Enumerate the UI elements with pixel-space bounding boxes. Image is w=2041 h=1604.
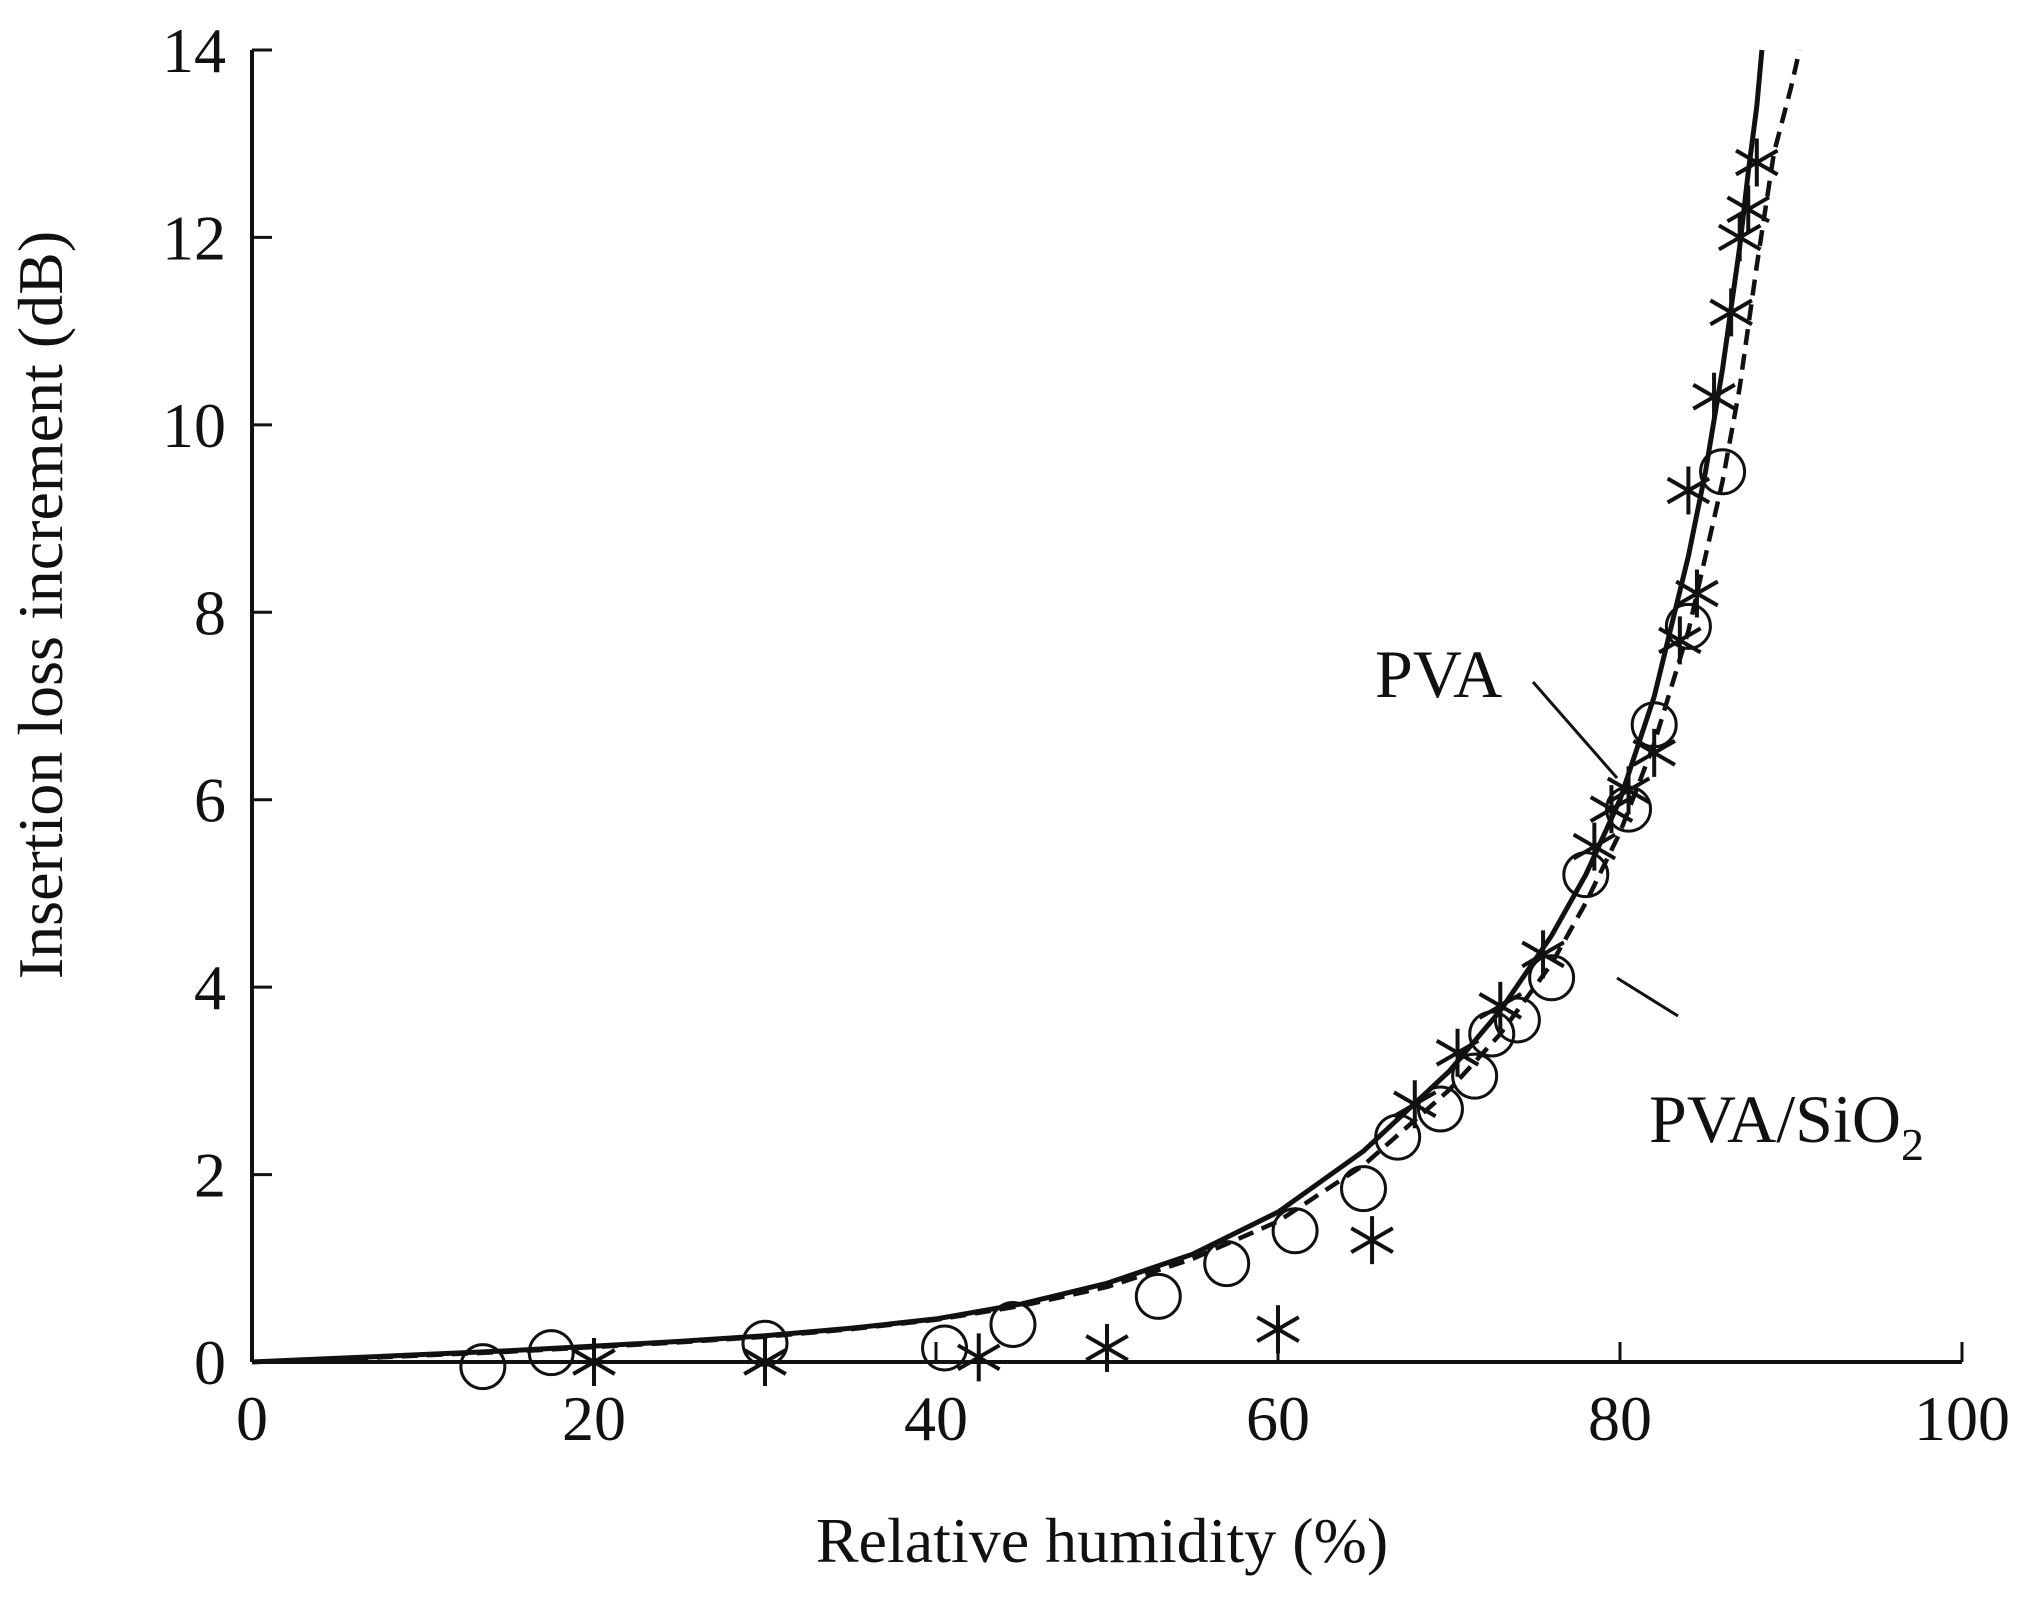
data-point-pva-sio2 [1416,1085,1464,1133]
series-line-pva-fit [251,49,1765,1365]
asterisk-stroke [1632,739,1676,767]
data-point-pva [1726,185,1771,234]
asterisk-stroke [1717,223,1762,252]
asterisk-stroke [1521,940,1565,969]
x-tick-label: 20 [562,1383,626,1454]
asterisk-stroke [1692,383,1736,411]
asterisk-stroke [1726,195,1771,224]
data-point-pva [1632,728,1676,777]
data-markers [459,138,1779,1391]
annotation-pva-sio2-subscript: 2 [1901,1119,1924,1170]
series-line-pva-sio2-fit [251,49,1802,1365]
data-point-pva [743,1338,787,1386]
y-tick-label: 14 [162,15,226,86]
asterisk-stroke [1393,1090,1437,1119]
data-point-pva [1085,1323,1129,1372]
data-point-pva-sio2 [1528,954,1576,1002]
data-point-pva-sio2 [741,1319,789,1367]
y-tick-label: 8 [194,577,226,648]
asterisk-stroke [1589,795,1634,823]
data-point-pva [1256,1305,1300,1354]
y-tick-label: 12 [162,202,226,273]
data-point-pva-sio2 [921,1324,969,1372]
annotation-pva-sio2-label: PVA/SiO2 [1649,1081,1924,1170]
data-point-pva [1350,1216,1394,1265]
data-point-pva-sio2 [459,1343,507,1391]
asterisk-stroke [956,1343,1001,1372]
data-point-pva-sio2 [1699,448,1747,496]
x-tick-label: 100 [1914,1383,2010,1454]
asterisk-stroke [1709,298,1753,327]
data-point-pva-sio2 [1203,1240,1251,1288]
data-point-pva-sio2 [989,1301,1037,1349]
data-point-pva-sio2 [1451,1052,1499,1100]
data-point-pva [1735,138,1779,187]
x-tick-label: 60 [1246,1383,1310,1454]
annotation-pva-sio2: PVA/SiO2 [1616,976,1924,1170]
data-point-pva [1692,372,1736,421]
data-point-pva-sio2 [1562,851,1610,899]
data-point-pva-sio2 [1134,1272,1182,1320]
data-point-pva [1606,766,1651,815]
data-point-pva [1435,1028,1480,1077]
y-tick-label: 0 [194,1327,226,1398]
asterisk-stroke [1735,148,1779,177]
y-tick-label: 10 [162,390,226,461]
x-tick-label: 80 [1588,1383,1652,1454]
tick-marks [252,48,1964,1362]
asterisk-stroke [1658,626,1702,655]
data-point-pva-sio2 [1493,996,1541,1044]
x-axis-title: Relative humidity (%) [816,1505,1388,1576]
data-point-pva-sio2 [1664,602,1712,650]
annotation-pva: PVA [1375,636,1619,779]
data-point-pva [1717,213,1762,262]
annotation-pva-leader [1531,681,1619,779]
data-point-pva-sio2 [1374,1113,1422,1161]
axes [250,50,1962,1364]
asterisk-stroke [1256,1315,1300,1343]
data-point-pva [1393,1080,1437,1129]
asterisk-stroke [1085,1334,1129,1362]
asterisk-stroke [1675,579,1719,608]
data-point-pva [1709,288,1753,337]
x-tick-label: 40 [904,1383,968,1454]
asterisk-stroke [572,1348,616,1376]
asterisk-stroke [743,1348,787,1376]
data-point-pva-sio2 [1468,1010,1516,1058]
data-point-pva [1675,569,1719,618]
data-point-pva-sio2 [1605,785,1653,833]
y-tick-label: 6 [194,765,226,836]
data-point-pva-sio2 [1630,701,1678,749]
asterisk-stroke [1350,1226,1394,1254]
data-point-pva-sio2 [1340,1165,1387,1213]
series-lines [251,49,1802,1365]
data-point-pva [956,1333,1001,1382]
annotation-pva-sio2-leader [1616,976,1679,1018]
tick-labels: 0 20 40 60 80 100 0 2 4 6 8 10 12 14 [162,15,2010,1454]
annotation-pva-label: PVA [1375,636,1502,712]
y-axis-title: Insertion loss increment (dB) [5,231,76,979]
data-point-pva [572,1338,616,1386]
data-point-pva [1521,930,1565,979]
y-tick-label: 2 [194,1140,226,1211]
asterisk-stroke [1606,776,1651,805]
data-point-pva-sio2 [1271,1207,1319,1255]
y-tick-label: 4 [194,952,226,1023]
x-tick-label: 0 [236,1383,268,1454]
annotation-pva-sio2-main: PVA/SiO [1649,1081,1901,1157]
data-point-pva-sio2 [527,1329,575,1377]
